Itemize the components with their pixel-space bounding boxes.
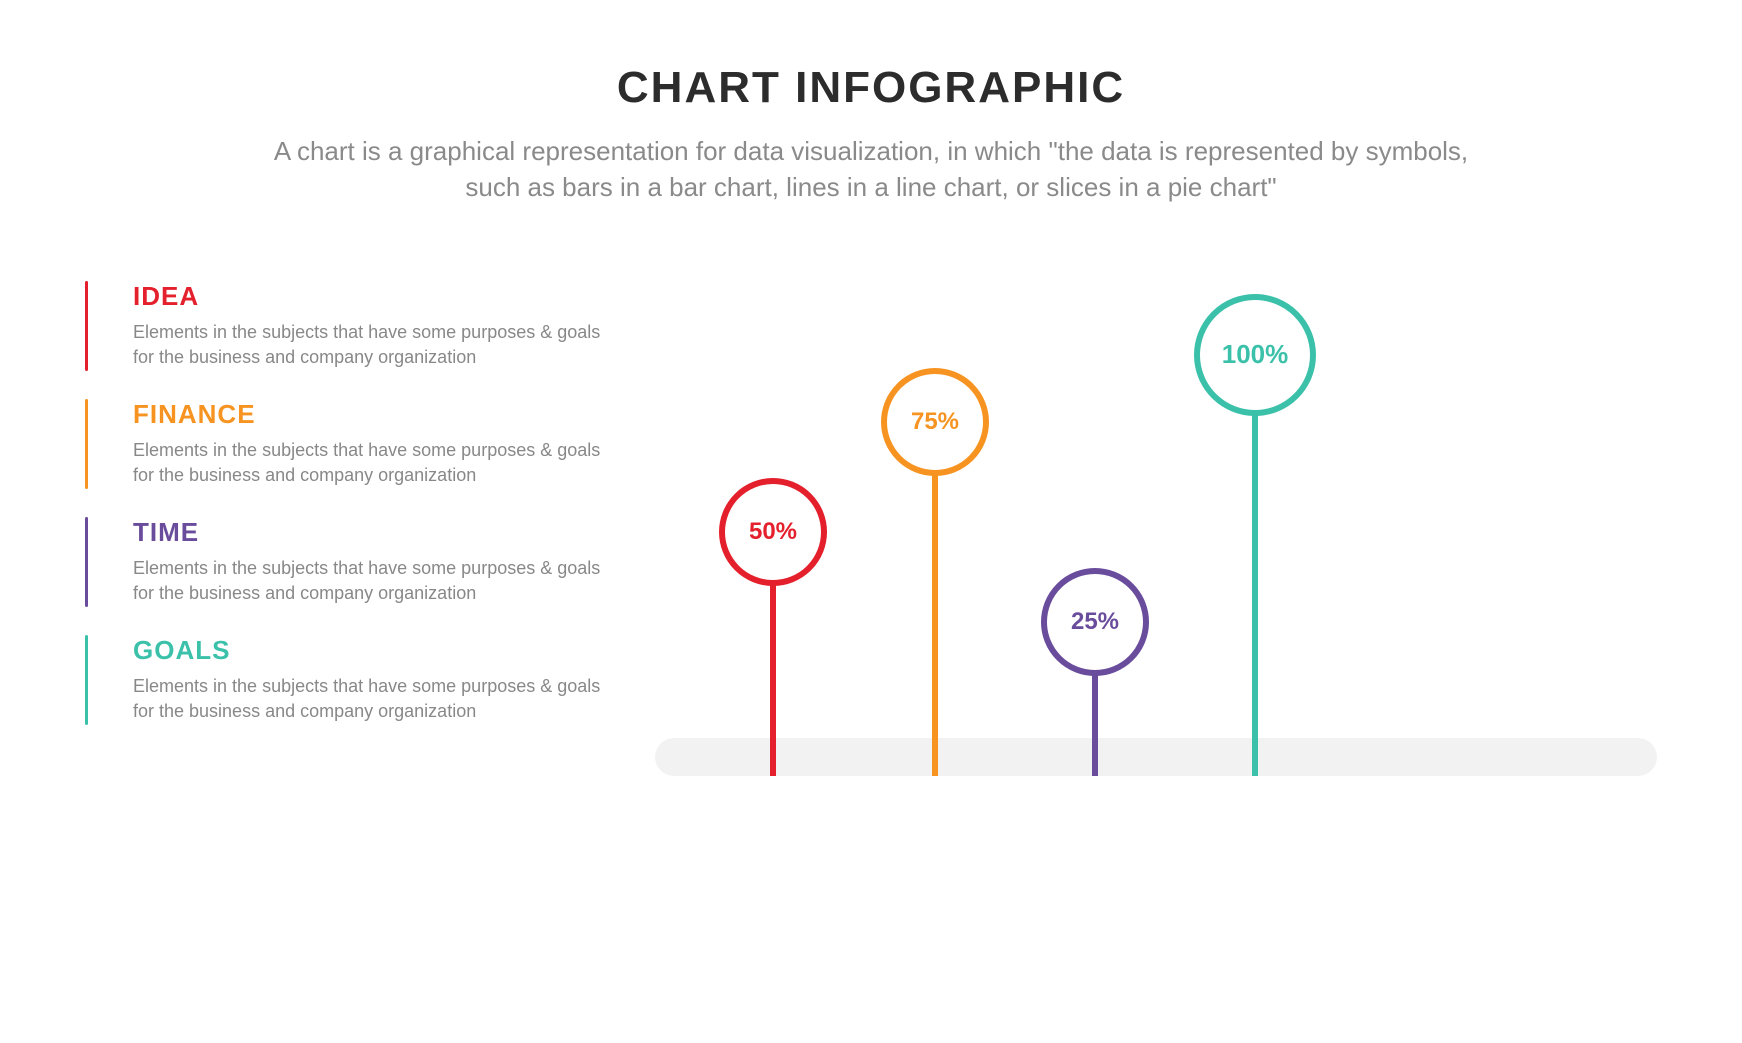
legend-column: IDEA Elements in the subjects that have … bbox=[85, 281, 655, 776]
legend-bar bbox=[85, 635, 88, 725]
legend-item-idea: IDEA Elements in the subjects that have … bbox=[85, 281, 655, 371]
lollipop-circle: 50% bbox=[719, 478, 827, 586]
page-title: CHART INFOGRAPHIC bbox=[0, 63, 1742, 113]
legend-item-goals: GOALS Elements in the subjects that have… bbox=[85, 635, 655, 725]
legend-bar bbox=[85, 281, 88, 371]
legend-text: TIME Elements in the subjects that have … bbox=[133, 517, 613, 607]
legend-bar bbox=[85, 399, 88, 489]
legend-bar bbox=[85, 517, 88, 607]
content-row: IDEA Elements in the subjects that have … bbox=[0, 281, 1742, 776]
chart-base-bar bbox=[655, 738, 1657, 776]
legend-text: GOALS Elements in the subjects that have… bbox=[133, 635, 613, 725]
page-subtitle: A chart is a graphical representation fo… bbox=[261, 133, 1481, 206]
lollipop-circle: 100% bbox=[1194, 294, 1316, 416]
lollipop-circle: 75% bbox=[881, 368, 989, 476]
legend-text: IDEA Elements in the subjects that have … bbox=[133, 281, 613, 371]
lollipop-circle: 25% bbox=[1041, 568, 1149, 676]
legend-title: IDEA bbox=[133, 281, 613, 312]
legend-title: TIME bbox=[133, 517, 613, 548]
legend-item-finance: FINANCE Elements in the subjects that ha… bbox=[85, 399, 655, 489]
legend-desc: Elements in the subjects that have some … bbox=[133, 674, 613, 724]
legend-title: FINANCE bbox=[133, 399, 613, 430]
legend-item-time: TIME Elements in the subjects that have … bbox=[85, 517, 655, 607]
lollipop-chart: 50% 75% 25% 100% bbox=[655, 281, 1657, 776]
legend-desc: Elements in the subjects that have some … bbox=[133, 556, 613, 606]
legend-title: GOALS bbox=[133, 635, 613, 666]
legend-desc: Elements in the subjects that have some … bbox=[133, 438, 613, 488]
legend-desc: Elements in the subjects that have some … bbox=[133, 320, 613, 370]
legend-text: FINANCE Elements in the subjects that ha… bbox=[133, 399, 613, 489]
